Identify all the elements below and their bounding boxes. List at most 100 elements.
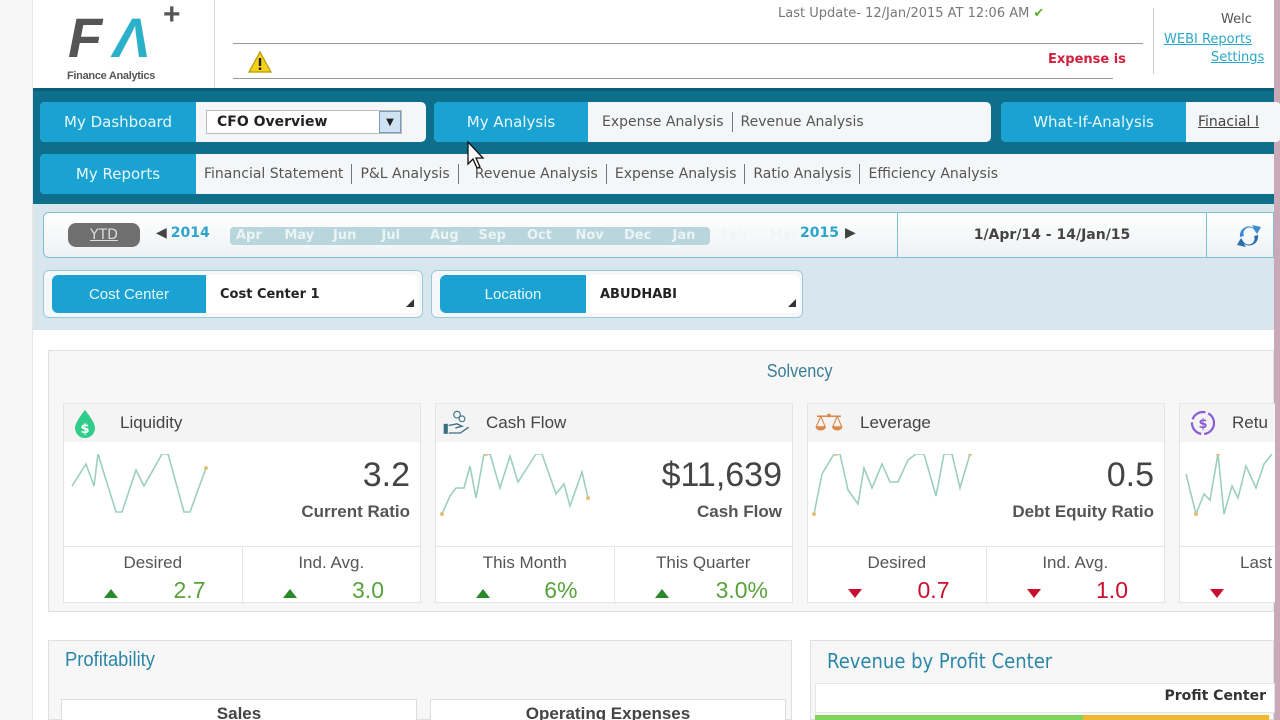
card-title: Retu [1232,413,1268,432]
pl-analysis-link[interactable]: P&L Analysis [360,166,450,182]
header: F Λ + Finance Analytics Last Update- 12/… [33,0,1274,88]
divider [233,78,1113,79]
my-analysis-button[interactable]: My Analysis [434,102,588,142]
divider [897,213,898,257]
logo-subtitle: Finance Analytics [67,70,156,82]
revenue-analysis-link[interactable]: Revenue Analysis [740,114,864,130]
this-quarter-metric: This Quarter 3.0% [613,547,793,604]
ytd-button[interactable]: YTD [68,223,140,247]
operating-expenses-card[interactable]: Operating Expenses [430,699,786,720]
month-aug[interactable]: Aug [430,228,459,243]
profitability-title: Profitability [65,649,155,671]
trend-up-icon [104,589,118,598]
month-range-handle[interactable] [230,227,710,245]
profit-center-bar-yellow[interactable] [1083,715,1269,720]
next-year-button[interactable]: 2015 ▶ [800,225,856,241]
location-select[interactable]: ABUDHABI [586,275,800,313]
dashboard-select-value: CFO Overview [217,114,328,130]
month-jul[interactable]: Jul [381,228,401,243]
month-apr[interactable]: Apr [236,228,262,243]
table-header: Profit Center [815,683,1275,713]
trend-up-icon [282,589,297,598]
metric-value: 3.0% [715,577,768,603]
metric-label: This Quarter [656,553,751,572]
refresh-icon[interactable] [1234,223,1264,249]
what-if-analysis-button[interactable]: What-If-Analysis [1001,102,1186,142]
divider [457,164,459,184]
dropdown-corner-icon [788,299,796,307]
revenue-by-profit-center-section: Revenue by Profit Center Profit Center [810,640,1275,720]
metric-label: Desired [123,553,183,572]
efficiency-analysis-link[interactable]: Efficiency Analysis [868,166,999,182]
last-update: Last Update- 12/Jan/2015 AT 12:06 AM ✔ [778,6,1044,21]
sales-card[interactable]: Sales [61,699,417,720]
dashboard-select[interactable]: CFO Overview ▼ [206,110,402,134]
leverage-card[interactable]: Leverage 0.5 Debt Equity Ratio Desired 0… [807,403,1165,604]
reports-group: My Reports Financial Statement P&L Analy… [40,154,1274,194]
sparkline [1185,454,1273,517]
month-jan[interactable]: Jan [672,228,696,243]
year-end: 2015 [800,225,839,241]
divider [859,164,861,184]
my-dashboard-button[interactable]: My Dashboard [40,102,196,142]
logo-plus: + [163,0,181,31]
sparkline [71,454,208,513]
profitability-section: Profitability Sales Operating Expenses [48,640,792,720]
card-title: Leverage [860,413,931,432]
analysis-group: My Analysis Expense Analysis Revenue Ana… [434,102,991,142]
logo-a: Λ [113,6,151,69]
location-value: ABUDHABI [600,286,678,302]
revenue-analysis-report-link[interactable]: Revenue Analysis [474,166,598,182]
divider [1206,213,1207,257]
month-nov[interactable]: Nov [575,228,604,243]
cost-center-select[interactable]: Cost Center 1 [206,275,418,313]
timeline-slider: YTD ◀ 2014 Apr May Jun Jul Aug Sep Oct No… [43,212,1274,258]
metric-value: 2.7 [173,577,206,603]
selected-date-range: 1/Apr/14 - 14/Jan/15 [973,227,1131,243]
financial-link[interactable]: Finacial I [1198,114,1260,130]
month-feb[interactable]: Feb [721,228,748,243]
card-footer: Desired 0.7 Ind. Avg. 1.0 [808,546,1164,604]
profit-center-bar-green[interactable] [815,715,1083,720]
previous-year-button[interactable]: ◀ 2014 [156,225,210,241]
month-jun[interactable]: Jun [333,228,357,243]
ratio-analysis-link[interactable]: Ratio Analysis [753,166,852,182]
month-oct[interactable]: Oct [527,228,552,243]
liquidity-card[interactable]: $ Liquidity 3.2 Current Ratio Desired 2.… [63,403,421,604]
last-metric: Last [1180,547,1275,602]
card-footer: This Month 6% This Quarter 3.0% [436,546,792,604]
what-if-group: What-If-Analysis Finacial I [1001,102,1280,142]
debt-equity-value: 0.5 [1106,456,1154,494]
industry-avg-metric: Ind. Avg. 1.0 [985,547,1165,604]
warning-icon[interactable] [248,51,272,73]
money-drop-icon: $ [75,410,95,438]
expense-analysis-report-link[interactable]: Expense Analysis [614,166,737,182]
metric-value: 3.0 [352,577,384,603]
trend-down-icon [1026,589,1041,598]
settings-link[interactable]: Settings [1211,50,1265,65]
month-may[interactable]: May [284,228,315,243]
return-card[interactable]: $ Retu Last [1179,403,1275,603]
arrow-left-icon[interactable]: ◀ [156,225,167,241]
month-mar[interactable]: Mar [769,228,798,243]
card-header: $ Liquidity [64,404,420,442]
webi-reports-link[interactable]: WEBI Reports [1164,32,1252,47]
month-dec[interactable]: Dec [624,228,652,243]
expense-analysis-link[interactable]: Expense Analysis [602,114,724,130]
metric-value: 0.7 [917,577,950,603]
logo[interactable]: F Λ + Finance Analytics [33,0,215,88]
cash-flow-value: $11,639 [661,456,782,494]
profit-center-column-header[interactable]: Profit Center [1164,688,1266,704]
metric-label: Ind. Avg. [298,553,365,572]
welcome-text: Welc [1221,12,1252,27]
chevron-down-icon[interactable]: ▼ [379,111,401,133]
arrow-right-icon[interactable]: ▶ [844,225,856,241]
card-header: Leverage [808,404,1164,442]
my-reports-button[interactable]: My Reports [40,154,196,194]
cash-flow-card[interactable]: Cash Flow $11,639 Cash Flow This Month 6… [435,403,793,604]
window-edge [1274,0,1280,720]
card-title: Sales [216,704,262,720]
financial-statement-link[interactable]: Financial Statement [204,166,344,182]
divider [233,43,1143,44]
month-sep[interactable]: Sep [478,228,507,243]
